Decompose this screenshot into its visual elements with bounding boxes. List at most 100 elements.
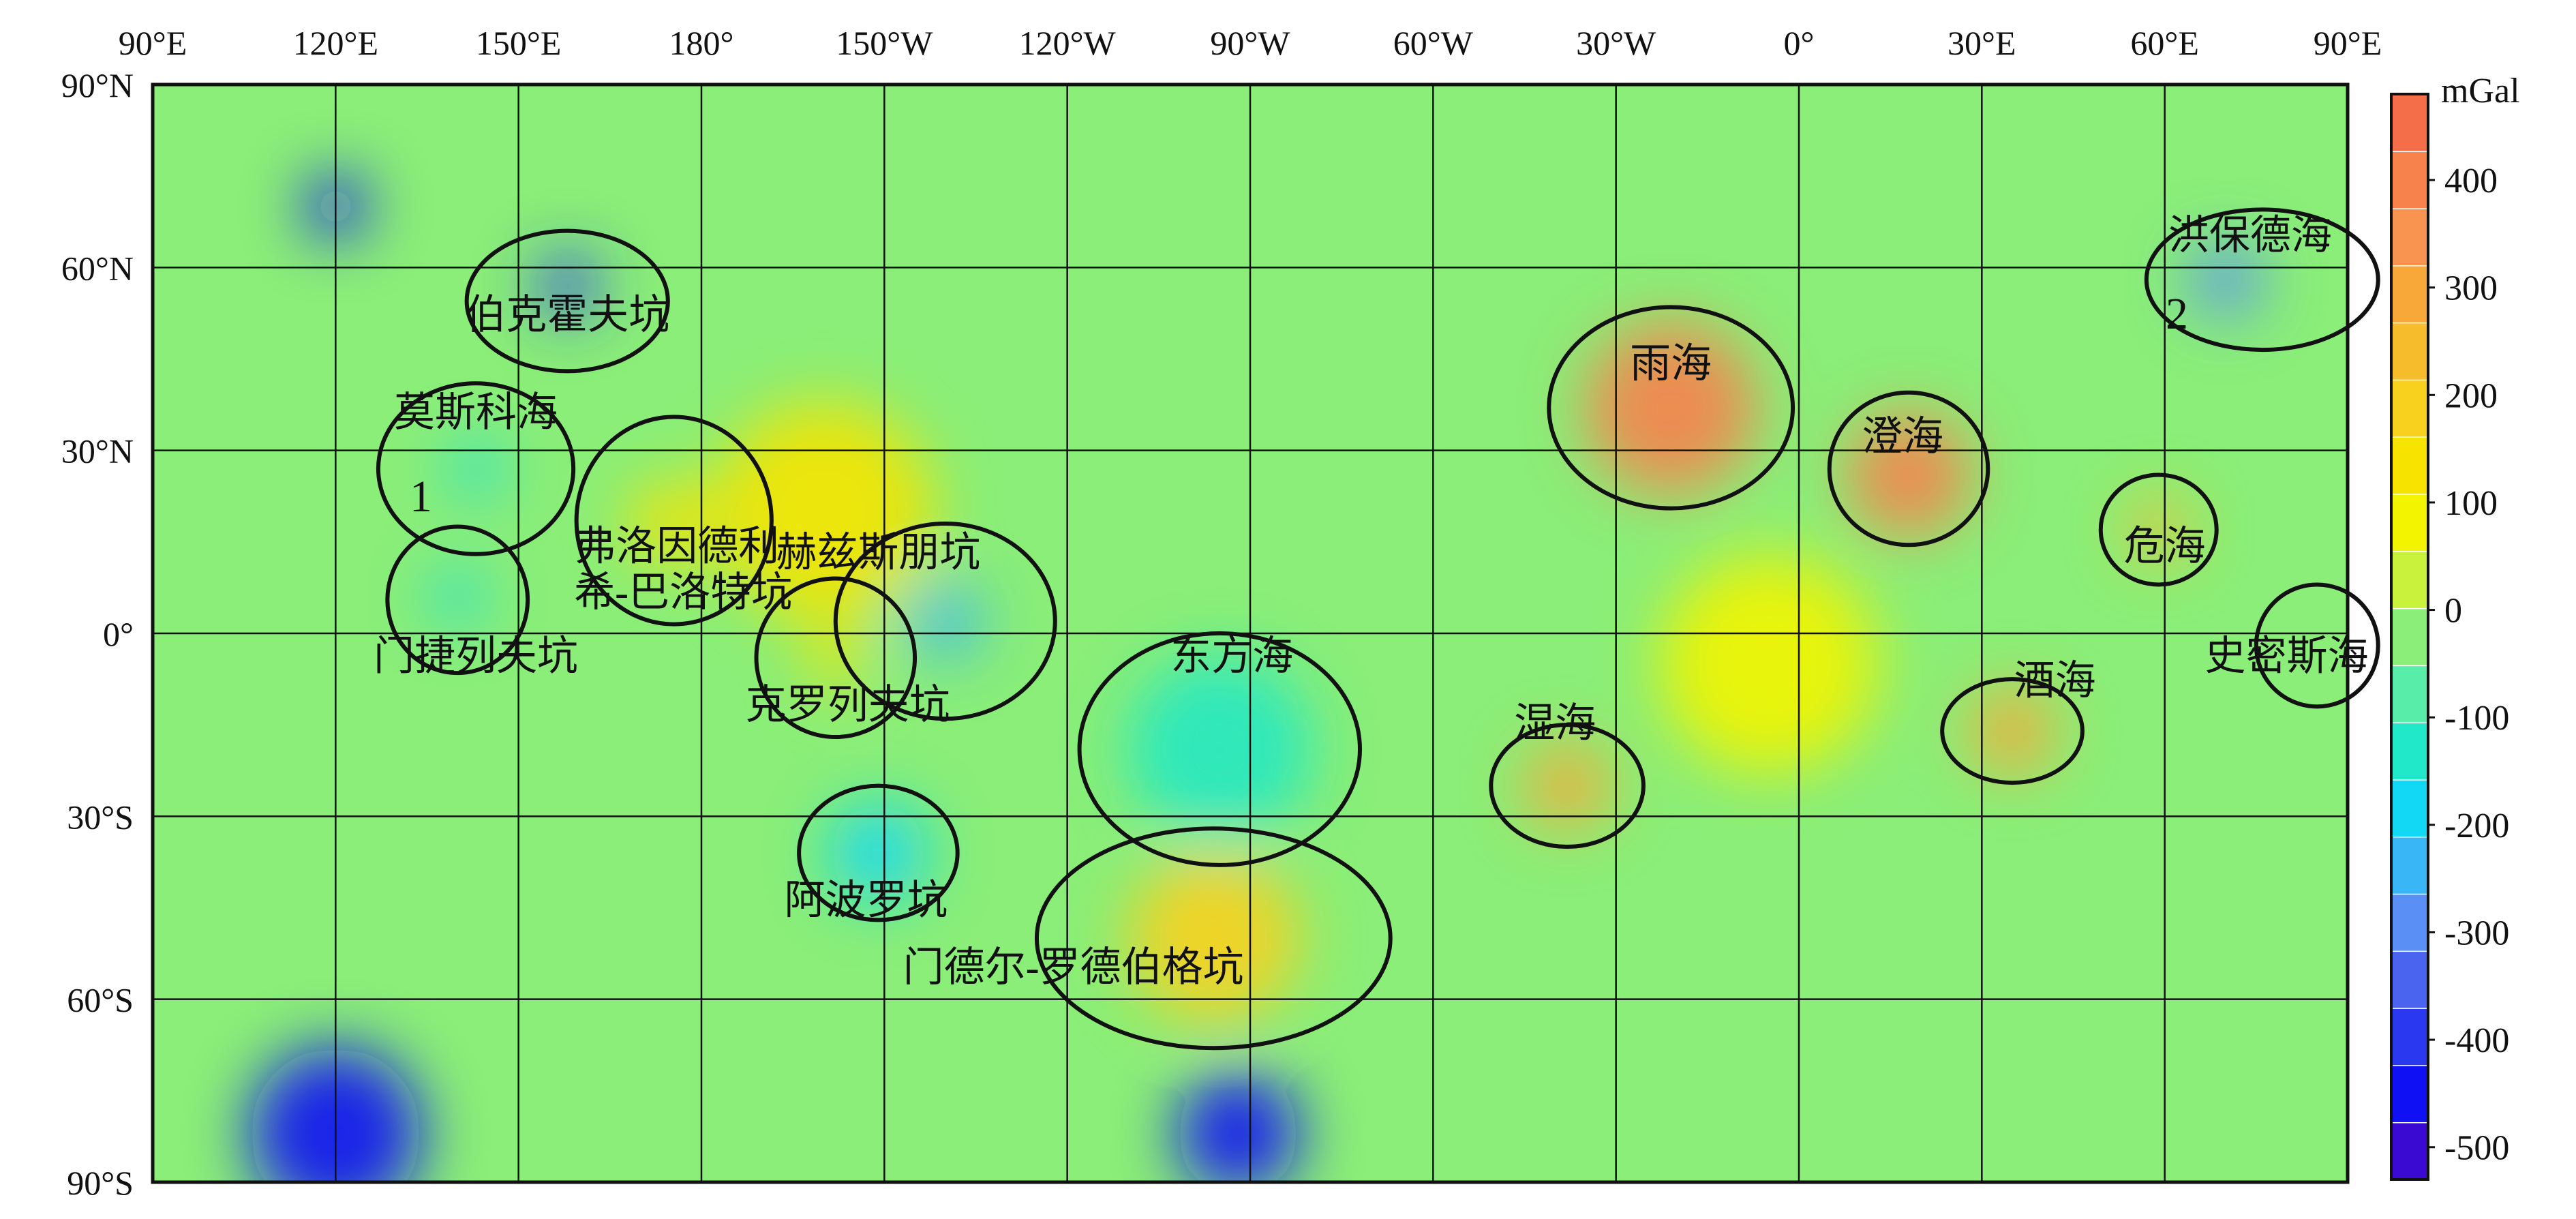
longitude-label: 30°W <box>1576 24 1656 62</box>
anomaly-blob <box>713 402 933 622</box>
colorbar-tick-label: 0 <box>2444 592 2462 631</box>
map-panel: 90°E 120°E 150°E 180° 150°W 120°W 90°W 60°W 30°W… <box>61 24 2382 1202</box>
latitude-label: 30°N <box>61 432 134 470</box>
feature-label: 克罗列夫坑 <box>746 682 950 727</box>
feature-circle <box>1077 631 1363 867</box>
longitude-label: 120°E <box>293 24 379 62</box>
longitude-labels: 90°E 120°E 150°E 180° 150°W 120°W 90°W 60°W 30°W… <box>119 24 2382 62</box>
anomaly-blob <box>1128 853 1299 1024</box>
longitude-label: 60°E <box>2130 24 2199 62</box>
feature-label: 洪保德海 <box>2168 213 2332 258</box>
colorbar-swatch <box>2391 721 2429 781</box>
feature-label: 弗洛因德利 <box>575 524 779 569</box>
latitude-label: 60°N <box>61 249 134 287</box>
colorbar-swatch <box>2391 93 2429 153</box>
feature-label: 门捷列夫坑 <box>374 634 578 679</box>
feature-label: 2 <box>2166 289 2188 339</box>
feature-circle <box>2098 472 2219 587</box>
feature-circle <box>2254 582 2380 709</box>
colorbar-swatch <box>2391 493 2429 552</box>
colorbar-swatch <box>2391 151 2429 209</box>
feature-label: 湿海 <box>1514 701 1596 746</box>
latitude-label: 90°N <box>61 66 134 104</box>
longitude-label: 150°W <box>836 24 933 62</box>
colorbar-tick-label: -200 <box>2444 807 2509 845</box>
longitude-label: 120°W <box>1019 24 1117 62</box>
colorbar-tick-label: 400 <box>2444 162 2498 200</box>
colorbar-swatch <box>2391 1007 2429 1066</box>
latitude-label: 30°S <box>67 798 134 836</box>
longitude-label: 90°E <box>2314 24 2382 62</box>
colorbar-swatch <box>2391 1064 2429 1124</box>
graticule <box>153 85 2348 1182</box>
colorbar-tick-label: -100 <box>2444 699 2509 738</box>
anomaly-blob <box>2128 499 2189 560</box>
longitude-label: 150°E <box>476 24 562 62</box>
feature-label: 阿波罗坑 <box>785 877 948 922</box>
colorbar-swatches <box>2391 93 2429 1181</box>
feature-label: 雨海 <box>1630 341 1712 386</box>
anomaly-blob <box>2189 243 2262 316</box>
feature-circle <box>574 415 774 627</box>
longitude-label: 0° <box>1784 24 1815 62</box>
colorbar-tick-label: -300 <box>2444 914 2509 952</box>
map-frame <box>151 82 2350 1184</box>
colorbar-swatch <box>2391 322 2429 381</box>
latitude-label: 0° <box>103 615 134 653</box>
feature-outlines <box>376 207 2380 1051</box>
colorbar-tick-label: 200 <box>2444 376 2498 415</box>
colorbar-tick-label: -500 <box>2444 1129 2509 1168</box>
feature-circle <box>1547 305 1795 511</box>
anomaly-blob <box>1128 657 1312 841</box>
anomaly-blob <box>1524 743 1610 829</box>
feature-label: 希-巴洛特坑 <box>574 570 792 615</box>
colorbar-swatch <box>2391 207 2429 267</box>
colorbar-swatch <box>2391 379 2429 438</box>
feature-circle <box>376 381 576 556</box>
anomaly-blob <box>829 804 927 902</box>
colorbar-tick-label: 100 <box>2444 484 2498 523</box>
anomaly-blob <box>1177 1072 1299 1182</box>
anomaly-blob <box>1847 414 1970 536</box>
colorbar-swatch <box>2391 893 2429 952</box>
feature-circle <box>1827 390 1990 547</box>
anomaly-blob <box>628 481 714 567</box>
anomaly-blob <box>536 255 598 316</box>
colorbar-swatch <box>2391 950 2429 1009</box>
colorbar-swatch <box>2391 779 2429 838</box>
colorbar: 400 300 200 100 0 -100 -200 -300 -400 -500 mGal <box>2390 72 2520 1181</box>
latitude-label: 60°S <box>67 981 134 1019</box>
colorbar-unit: mGal <box>2441 72 2520 110</box>
feature-label: 1 <box>410 472 432 522</box>
anomaly-blob <box>1658 554 1879 774</box>
feature-circle <box>797 783 960 922</box>
feature-label: 伯克霍夫坑 <box>465 292 669 337</box>
colorbar-swatch <box>2391 550 2429 610</box>
longitude-label: 90°E <box>119 24 187 62</box>
feature-label: 东方海 <box>1170 634 1293 679</box>
feature-label: 澄海 <box>1862 415 1943 460</box>
latitude-labels: 90°N 60°N 30°N 0° 30°S 60°S 90°S <box>61 66 134 1202</box>
colorbar-frame <box>2390 93 2429 1181</box>
feature-label: 危海 <box>2124 524 2206 569</box>
feature-label: 莫斯科海 <box>394 390 558 435</box>
feature-label: 门德尔-罗德伯格坑 <box>903 945 1244 990</box>
anomaly-blob <box>909 584 982 658</box>
colorbar-swatch <box>2391 436 2429 495</box>
feature-circle <box>1034 826 1393 1051</box>
feature-label: 史密斯海 <box>2205 634 2369 679</box>
feature-label: 赫兹斯朋坑 <box>776 530 980 575</box>
anomaly-blob <box>1969 688 2055 774</box>
feature-circle <box>1940 677 2085 785</box>
colorbar-tick-label: -400 <box>2444 1021 2509 1060</box>
longitude-label: 90°W <box>1210 24 1290 62</box>
anomaly-blob <box>451 444 500 494</box>
longitude-label: 30°E <box>1948 24 2016 62</box>
anomaly-field <box>250 176 2262 1182</box>
feature-circle <box>2144 207 2380 352</box>
feature-circle <box>754 576 918 740</box>
colorbar-swatch <box>2391 1122 2429 1181</box>
anomaly-blob <box>433 572 482 622</box>
colorbar-swatch <box>2391 836 2429 895</box>
